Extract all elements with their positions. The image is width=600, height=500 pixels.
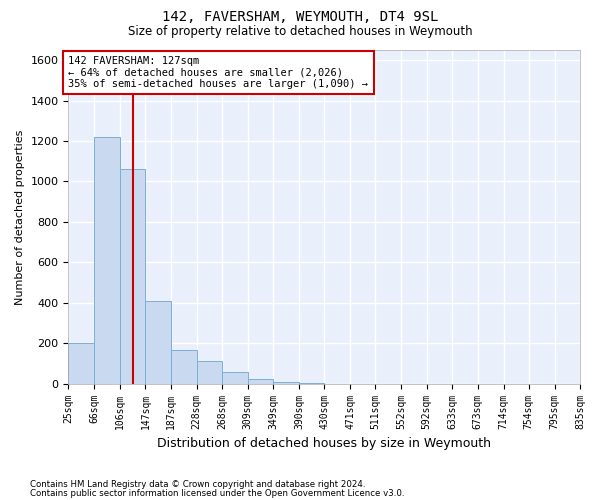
Text: 142, FAVERSHAM, WEYMOUTH, DT4 9SL: 142, FAVERSHAM, WEYMOUTH, DT4 9SL	[162, 10, 438, 24]
Text: 142 FAVERSHAM: 127sqm
← 64% of detached houses are smaller (2,026)
35% of semi-d: 142 FAVERSHAM: 127sqm ← 64% of detached …	[68, 56, 368, 90]
Bar	[68, 343, 94, 384]
Y-axis label: Number of detached properties: Number of detached properties	[15, 129, 25, 304]
Text: Contains public sector information licensed under the Open Government Licence v3: Contains public sector information licen…	[30, 488, 404, 498]
Bar	[197, 362, 222, 384]
Bar	[273, 382, 299, 384]
X-axis label: Distribution of detached houses by size in Weymouth: Distribution of detached houses by size …	[157, 437, 491, 450]
Bar	[222, 372, 248, 384]
Text: Size of property relative to detached houses in Weymouth: Size of property relative to detached ho…	[128, 25, 472, 38]
Bar	[248, 378, 273, 384]
Bar	[299, 382, 324, 384]
Bar	[119, 170, 145, 384]
Bar	[171, 350, 197, 384]
Bar	[145, 301, 171, 384]
Bar	[94, 137, 119, 384]
Text: Contains HM Land Registry data © Crown copyright and database right 2024.: Contains HM Land Registry data © Crown c…	[30, 480, 365, 489]
